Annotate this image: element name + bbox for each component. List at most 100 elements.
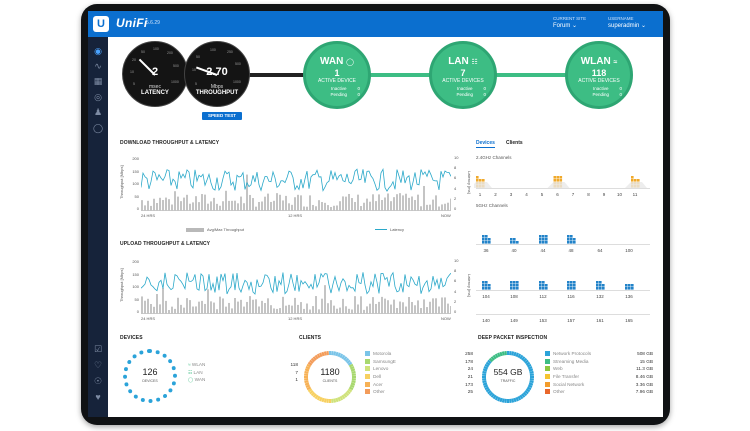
channel-tick: 116	[567, 294, 575, 299]
channel-block	[631, 284, 634, 287]
throughput-bar	[252, 299, 254, 314]
clients-total-label: CLIENTS	[322, 379, 338, 383]
devices-row[interactable]: ☷ LAN 7	[188, 370, 298, 378]
row-value: 258	[465, 351, 473, 356]
channel-tick: 40	[511, 248, 517, 253]
channel-tick: 7	[572, 192, 575, 197]
clients-row[interactable]: Motorola 258	[365, 351, 473, 359]
throughput-bar	[216, 203, 218, 211]
channel-block	[479, 179, 482, 182]
statistics-icon[interactable]: ∿	[94, 61, 102, 71]
throughput-bar	[309, 195, 311, 211]
tab-clients[interactable]: Clients	[506, 140, 523, 146]
throughput-bar	[420, 206, 422, 211]
y-tick: 200	[132, 259, 139, 264]
devices-row[interactable]: ≈ WLAN 118	[188, 362, 298, 370]
dashboard-icon[interactable]: ◉	[94, 46, 102, 56]
throughput-bar	[285, 305, 287, 314]
channel-block	[573, 241, 576, 244]
devices-icon[interactable]: ◎	[94, 92, 102, 102]
donut-segment	[314, 354, 319, 360]
donut-segment	[351, 380, 356, 384]
donut-segment	[511, 351, 515, 356]
latency-gauge[interactable]: 5 10 20 50 100 200 500 1000 2 msec LATEN…	[122, 41, 188, 107]
throughput-bar	[309, 309, 311, 314]
channel-block	[545, 238, 548, 241]
channel-tick: 161	[596, 318, 604, 322]
dpi-row[interactable]: Web 11.3 GB	[545, 366, 653, 374]
clients-row[interactable]: Other 25	[365, 389, 473, 397]
y-tick: 6	[454, 175, 457, 181]
speed-test-button[interactable]: SPEED TEST	[202, 112, 242, 120]
clients-total: 1180	[320, 367, 340, 377]
ubiquiti-logo-icon[interactable]: U	[93, 16, 109, 32]
throughput-gauge[interactable]: 5 10 50 100 250 500 1000 2.70 Mbps THROU…	[184, 41, 250, 107]
devices-row[interactable]: ◯ WAN 1	[188, 377, 298, 385]
channel-spread	[625, 182, 647, 188]
channel-block	[482, 241, 485, 244]
donut-segment	[501, 398, 505, 403]
user-menu[interactable]: USERNAME superadmin ⌄	[608, 16, 646, 29]
wlan-status-circle[interactable]: WLAN ≈ 118 ACTIVE DEVICES 0 Inactive 0 Pen…	[565, 41, 633, 109]
latency-label: LATENCY	[141, 90, 169, 96]
legend-label: Latency	[390, 227, 405, 232]
gauge-tick: 5	[195, 82, 197, 86]
donut-segment	[310, 357, 316, 363]
donut-segment	[490, 356, 495, 361]
throughput-bar	[399, 301, 401, 314]
legend-latency[interactable]: Latency	[375, 227, 404, 232]
throughput-bar	[303, 308, 305, 314]
dpi-row[interactable]: Social Network 3.36 GB	[545, 381, 653, 390]
donut-segment	[304, 373, 309, 376]
lan-subtitle: ACTIVE DEVICES	[442, 78, 484, 84]
donut-segment	[506, 351, 510, 355]
throughput-bar	[348, 308, 350, 314]
channel-block	[596, 281, 599, 284]
throughput-bar	[276, 308, 278, 314]
dpi-row[interactable]: Streaming Media 15 GB	[545, 358, 653, 367]
clients-icon[interactable]: ♟	[93, 107, 103, 117]
channel-block	[637, 179, 640, 182]
wan-status-circle[interactable]: WAN ◯ 1 ACTIVE DEVICE 0 Inactive 0 Pending	[303, 41, 371, 109]
throughput-bar	[399, 193, 401, 211]
notifications-icon[interactable]: ♡	[93, 360, 103, 370]
legend-throughput[interactable]: Avg/Max Throughput	[186, 227, 244, 232]
clients-donut[interactable]	[302, 349, 358, 405]
lan-status-circle[interactable]: LAN ☷ 7 ACTIVE DEVICES 0 Inactive 0 Pendin…	[429, 41, 497, 109]
clients-row[interactable]: Dell 21	[365, 374, 473, 382]
dpi-row[interactable]: File Transfer 8.46 GB	[545, 374, 653, 382]
clients-row[interactable]: SamsungE 178	[365, 358, 473, 367]
throughput-bar	[150, 205, 152, 211]
insights-icon[interactable]: ◯	[93, 123, 104, 133]
upload-chart-plot[interactable]	[141, 258, 451, 314]
channel-block	[545, 284, 548, 287]
throughput-bar	[408, 197, 410, 211]
map-icon[interactable]: ▦	[93, 76, 103, 86]
site-selector[interactable]: CURRENT SITE Forum ⌄	[553, 16, 586, 29]
chat-icon[interactable]: ♥	[95, 392, 101, 402]
clients-row[interactable]: Lenovo 24	[365, 366, 473, 374]
donut-segment	[487, 359, 492, 364]
throughput-bar	[213, 302, 215, 314]
throughput-bar	[270, 305, 272, 314]
throughput-bar	[312, 306, 314, 314]
channel-block	[539, 241, 542, 244]
dpi-row[interactable]: Network Protocols 508 GB	[545, 351, 653, 359]
download-chart-plot[interactable]	[141, 155, 451, 211]
donut-segment	[526, 386, 532, 391]
alerts-icon[interactable]: ☑	[93, 344, 103, 354]
throughput-bar	[411, 196, 413, 211]
events-icon[interactable]: ☉	[93, 376, 103, 386]
y-tick: 100	[132, 181, 139, 187]
donut-segment	[304, 368, 310, 372]
devices-donut[interactable]	[123, 349, 177, 403]
devices-card-title: DEVICES	[120, 335, 143, 341]
clients-row[interactable]: Acer 173	[365, 381, 473, 390]
dpi-row[interactable]: Other 7.96 GB	[545, 389, 653, 397]
channel-block	[573, 281, 576, 284]
tab-devices[interactable]: Devices	[476, 140, 495, 148]
dpi-donut[interactable]	[480, 349, 536, 405]
throughput-bar	[345, 306, 347, 314]
y-tick: 2	[454, 298, 457, 304]
dpi-card-title: DEEP PACKET INSPECTION	[478, 335, 548, 341]
